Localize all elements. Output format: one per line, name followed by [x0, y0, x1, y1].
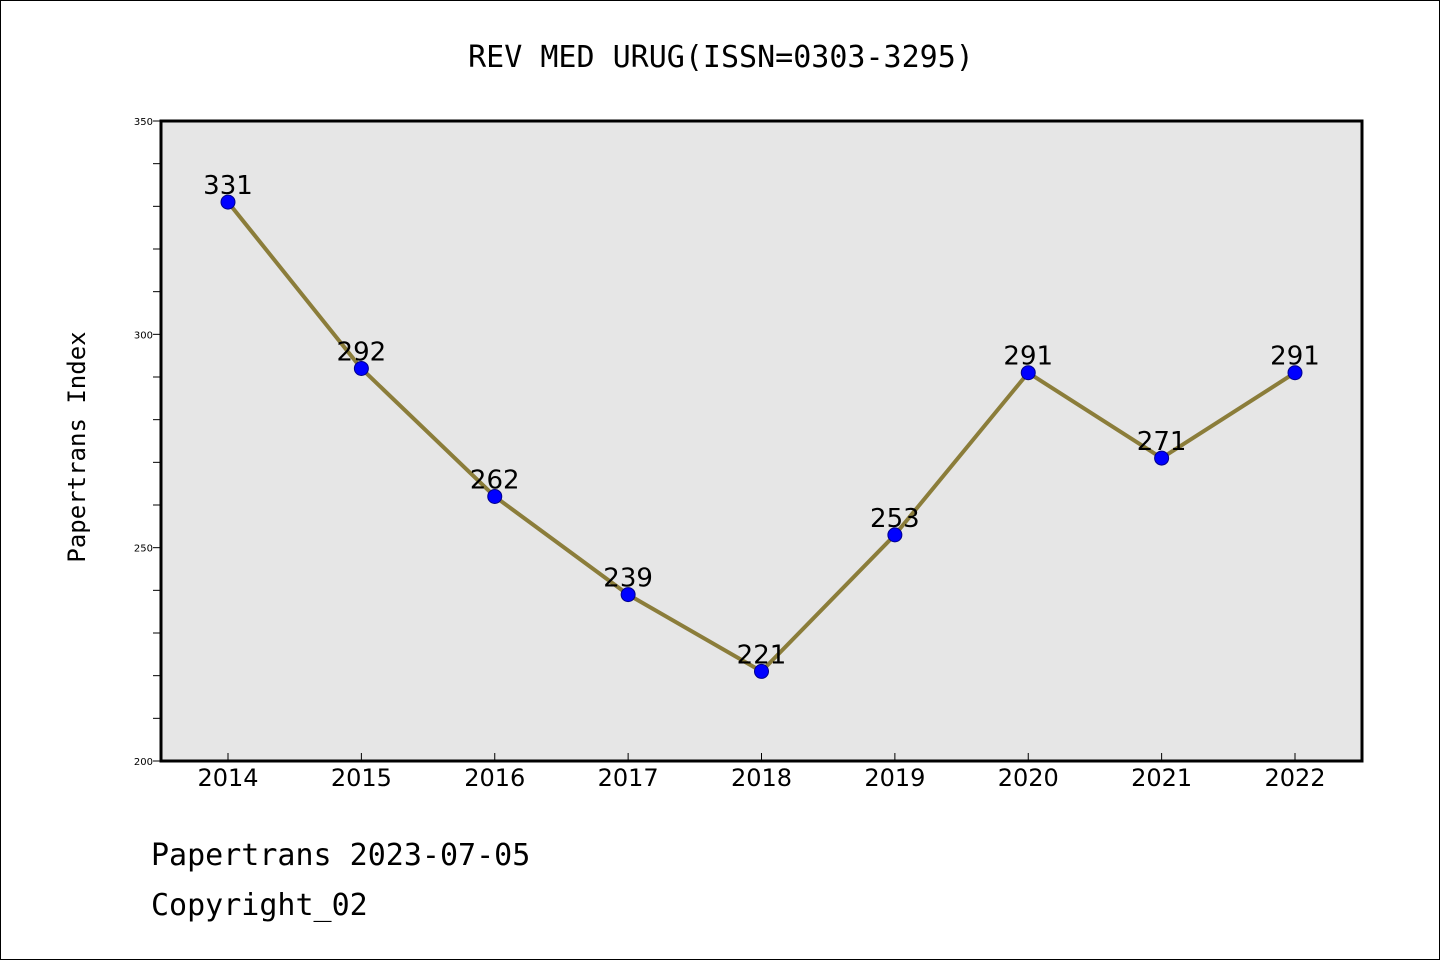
data-point	[220, 194, 236, 210]
chart-title: REV MED URUG(ISSN=0303-3295)	[468, 40, 974, 75]
plot-area	[159, 119, 1364, 763]
data-point	[754, 663, 769, 679]
y-tick-label: 350	[134, 117, 153, 128]
y-tick-label: 200	[134, 757, 153, 768]
x-tick-label: 2020	[998, 764, 1059, 792]
y-axis: 200 250 300 350	[134, 117, 161, 768]
y-tick-label: 300	[134, 330, 153, 341]
x-tick-label: 2018	[731, 764, 792, 792]
data-point	[1154, 450, 1170, 466]
data-point	[620, 587, 636, 603]
x-tick-label: 2015	[331, 764, 392, 792]
data-point	[353, 360, 369, 376]
x-tick-label: 2017	[598, 764, 659, 792]
data-point	[487, 488, 503, 504]
x-tick-label: 2014	[197, 764, 258, 792]
y-axis-label: Papertrans Index	[63, 331, 91, 562]
x-axis: 2014 2015 2016 2017 2018 2019 2020 2021 2022	[197, 753, 1326, 792]
x-tick-label: 2016	[464, 764, 525, 792]
data-point	[1287, 365, 1303, 381]
data-point	[887, 527, 903, 543]
footer-copyright: Copyright_02	[151, 888, 368, 923]
y-tick-label: 250	[134, 544, 153, 555]
x-tick-label: 2021	[1131, 764, 1192, 792]
x-tick-label: 2019	[864, 764, 925, 792]
footer-date: Papertrans 2023-07-05	[151, 838, 530, 873]
x-tick-label: 2022	[1264, 764, 1325, 792]
data-point	[1020, 365, 1036, 381]
